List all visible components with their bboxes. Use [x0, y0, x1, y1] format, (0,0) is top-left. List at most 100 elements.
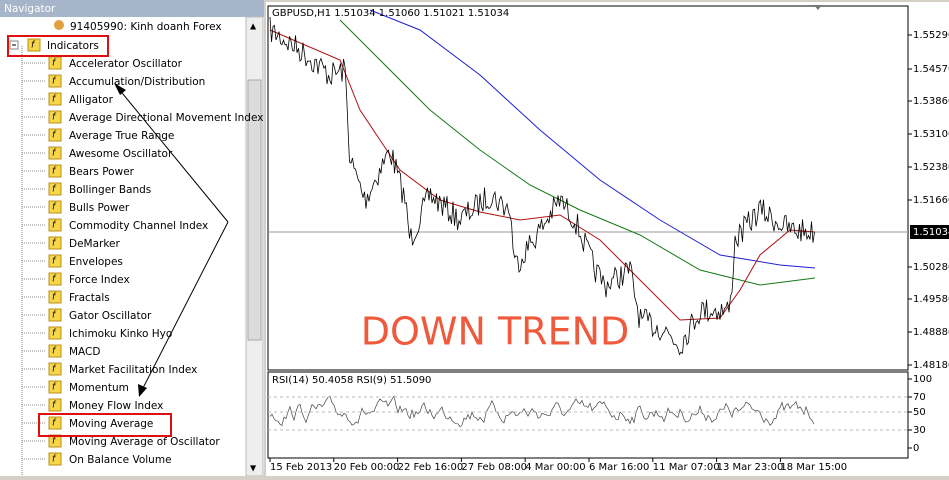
rsi-frame [267, 371, 909, 459]
indicator-item[interactable]: Average True Range [69, 130, 174, 142]
moving-average [369, 9, 816, 269]
icon-glyph: f [52, 293, 57, 303]
icon-glyph: f [52, 437, 57, 447]
indicator-icon [48, 146, 62, 160]
chart-header: GBPUSD,H1 1.51034 1.51060 1.51021 1.5103… [272, 8, 509, 19]
indicator-icon [27, 38, 41, 52]
indicator-icon [48, 452, 62, 466]
navigator: Navigator ▲ ▼ 91405990: Kinh doanh Forex… [0, 0, 264, 477]
icon-glyph: f [52, 77, 57, 87]
indicator-item[interactable]: Accumulation/Distribution [69, 76, 205, 88]
shift-marker [814, 5, 822, 10]
annotation: DOWN TREND [361, 310, 630, 354]
highlight-box [7, 35, 109, 57]
time-label: 22 Feb 16:00 [398, 462, 464, 473]
indicator-icon [48, 236, 62, 250]
highlight-box [38, 413, 172, 437]
time-label: 15 Feb 2013 [270, 462, 332, 473]
indicator-item[interactable]: Momentum [69, 382, 129, 394]
indicator-icon [48, 218, 62, 232]
price-series [269, 16, 815, 356]
indicator-icon [48, 398, 62, 412]
rsi-series [269, 395, 815, 428]
indicator-item[interactable]: Force Index [69, 274, 130, 286]
icon-glyph: f [31, 41, 36, 51]
indicator-item[interactable]: Alligator [69, 94, 114, 106]
price-label: 1.55290 [913, 30, 949, 41]
indicator-item[interactable]: Moving Average of Oscillator [69, 436, 220, 448]
indicator-icon [48, 272, 62, 286]
icon-glyph: f [52, 185, 57, 195]
icon-glyph: f [52, 365, 57, 375]
icon-glyph: f [52, 203, 57, 213]
icon-glyph: f [52, 401, 57, 411]
icon-glyph: f [52, 329, 57, 339]
scroll-thumb[interactable] [247, 79, 262, 341]
indicator-item[interactable]: Gator Oscillator [69, 310, 152, 322]
icon-glyph: f [52, 239, 57, 249]
price-label: 1.50280 [913, 262, 949, 273]
price-label: 1.48180 [913, 360, 949, 371]
indicator-item[interactable]: Awesome Oscillator [69, 148, 173, 160]
moving-average [269, 29, 816, 321]
indicator-item[interactable]: Accelerator Oscillator [69, 58, 183, 70]
indicator-item[interactable]: MACD [69, 346, 100, 358]
indicator-item[interactable]: Market Facilitation Index [69, 364, 197, 376]
icon-glyph: f [52, 221, 57, 231]
indicator-item[interactable]: Average Directional Movement Index [69, 112, 263, 124]
icon-glyph: f [52, 257, 57, 267]
indicator-item[interactable]: Bears Power [69, 166, 135, 178]
axes: 1.55290 1.54570 1.53860 1.53100 1.52380 1.516… [268, 30, 949, 473]
indicator-icon [48, 110, 62, 124]
icon-glyph: f [52, 419, 57, 429]
time-label: 13 Mar 23:00 [717, 462, 784, 473]
indicator-item[interactable]: Ichimoku Kinko Hyo [69, 328, 172, 340]
account[interactable]: 91405990: Kinh doanh Forex [70, 21, 222, 33]
arrow [141, 221, 229, 391]
scroll-down[interactable]: ▼ [250, 464, 257, 473]
indicator-item[interactable]: Fractals [69, 292, 110, 304]
indicator-icon [48, 362, 62, 376]
price-label: 1.49580 [913, 294, 949, 305]
indicator-item[interactable]: Bollinger Bands [69, 184, 151, 196]
navigator-titlebar [0, 0, 264, 17]
moving-average [339, 19, 816, 286]
indicator-icon [48, 200, 62, 214]
rsi-header: RSI(14) 50.4058 RSI(9) 51.5090 [272, 375, 431, 386]
navigator-title: Navigator [4, 3, 56, 15]
time-label: 20 Feb 00:00 [334, 462, 400, 473]
time-label: 6 Mar 16:00 [589, 462, 649, 473]
rsi-label: 50 [913, 407, 926, 418]
rsi-label: 100 [913, 374, 932, 385]
indicator-item[interactable]: Money Flow Index [69, 400, 163, 412]
time-label: 18 Mar 15:00 [780, 462, 847, 473]
price-label: 1.52380 [913, 162, 949, 173]
folder[interactable]: Indicators [47, 40, 99, 52]
price-label: 1.53100 [913, 129, 949, 140]
icon-glyph: f [52, 347, 57, 357]
indicator-item[interactable]: DeMarker [69, 238, 121, 250]
current-price-box [910, 225, 949, 239]
icon-glyph: f [52, 131, 57, 141]
icon-glyph: f [52, 383, 57, 393]
icon-glyph: f [52, 113, 57, 123]
indicator-item[interactable]: Moving Average [69, 418, 153, 430]
icon-glyph: f [52, 149, 57, 159]
indicator-item[interactable]: On Balance Volume [69, 454, 172, 466]
icon-glyph: f [52, 59, 57, 69]
scroll-up[interactable]: ▲ [250, 22, 257, 31]
indicator-icon [48, 380, 62, 394]
indicator-item[interactable]: Bulls Power [69, 202, 130, 214]
indicator-icon [48, 326, 62, 340]
time-label: 4 Mar 00:00 [525, 462, 585, 473]
price-label: 1.53860 [913, 96, 949, 107]
arrowhead [138, 384, 147, 397]
rsi-label: 70 [913, 392, 926, 403]
indicator-item[interactable]: Commodity Channel Index [69, 220, 208, 232]
icon-glyph: f [52, 167, 57, 177]
indicator-icon [48, 344, 62, 358]
icon-glyph: f [52, 455, 57, 465]
indicator-item[interactable]: Envelopes [69, 256, 123, 268]
current-price: 1.51034 [913, 227, 949, 238]
